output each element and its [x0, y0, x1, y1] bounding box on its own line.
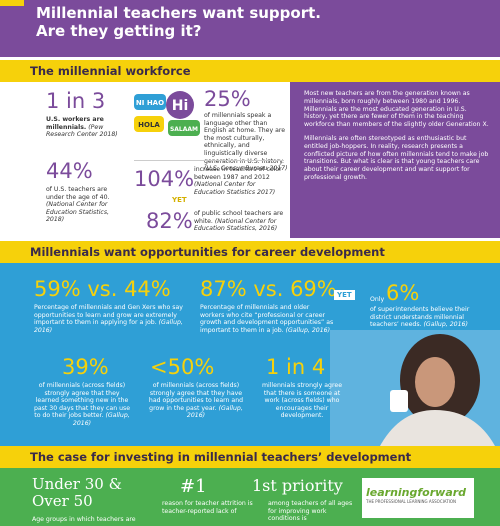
stat-number: 59% vs. 44%	[34, 277, 171, 301]
stat-text: millennials strongly agree that there is…	[261, 382, 343, 420]
stat-text: of millennials (across fields) strongly …	[32, 382, 132, 428]
stat-number: <50%	[150, 355, 215, 379]
stat-text: of superintendents believe their distric…	[370, 306, 480, 329]
logo-name: learningforward	[366, 486, 467, 499]
section-heading: The case for investing in millennial tea…	[0, 446, 500, 468]
source: (Gallup, 2016)	[34, 319, 183, 334]
text: of millennials (across fields) strongly …	[33, 382, 131, 420]
stat-number: 1 in 4	[266, 355, 326, 379]
source: (Gallup, 2016)	[285, 326, 330, 334]
source: (Gallup, 2016)	[186, 404, 243, 420]
stat-text: of millennials speak a language other th…	[204, 112, 290, 173]
bubble-text: HOLA	[138, 121, 160, 129]
text: U.S. workers are millennials.	[46, 116, 104, 131]
paragraph: Millennials are often stereotyped as ent…	[304, 134, 489, 181]
text: Percentage of millennials and older work…	[200, 304, 334, 334]
stat-text: among teachers of all ages for improving…	[268, 500, 353, 523]
divider	[134, 160, 284, 161]
logo-tagline: THE PROFESSIONAL LEARNING ASSOCIATION	[366, 499, 456, 504]
stat-number: 44%	[46, 159, 93, 183]
stat-number: 1st priority	[252, 476, 343, 495]
title-line: Millennial teachers want support.	[36, 4, 321, 22]
stat-text: U.S. workers are millennials. (Pew Resea…	[46, 116, 126, 139]
speech-bubbles: NI HAO Hi HOLA SALAAM	[134, 91, 200, 136]
stat-number: 6%	[386, 281, 420, 305]
text: of millennials (across fields) strongly …	[148, 382, 244, 412]
text: of millennials speak a language other th…	[204, 112, 286, 165]
stat-text: increase in teachers of color between 19…	[194, 166, 286, 196]
text: Percentage of millennials and Gen Xers w…	[34, 304, 183, 327]
text: of U.S. teachers are under the age of 40…	[46, 186, 110, 201]
header	[0, 0, 500, 57]
accent	[0, 0, 24, 6]
paragraph: Most new teachers are from the generatio…	[304, 90, 489, 129]
stat-number: 87% vs. 69%	[200, 277, 337, 301]
stat-text: of U.S. teachers are under the age of 40…	[46, 186, 126, 224]
bubble-text: NI HAO	[136, 99, 164, 107]
stat-number: Under 30 & Over 50	[32, 475, 122, 510]
bubble-text: Hi	[172, 98, 189, 114]
yet-label: YET	[334, 290, 355, 300]
source: (Gallup, 2016)	[72, 412, 130, 427]
stat-text: Age groups in which teachers are	[32, 516, 136, 523]
stat-text: Percentage of millennials and Gen Xers w…	[34, 304, 184, 334]
stat-number: 1 in 3	[46, 89, 106, 113]
source: (National Center for Education Statistic…	[194, 217, 278, 233]
logo: learningforward THE PROFESSIONAL LEARNIN…	[362, 478, 474, 518]
section-heading: The millennial workforce	[0, 60, 500, 82]
text: of superintendents believe their distric…	[370, 306, 470, 329]
source: (Gallup, 2016)	[423, 321, 468, 329]
bubble-text: SALAAM	[170, 126, 198, 133]
text: of public school teachers are white.	[194, 210, 284, 225]
text: increase in teachers of color between 19…	[194, 166, 282, 181]
section-heading: Millennials want opportunities for caree…	[0, 241, 500, 263]
intro-panel: Most new teachers are from the generatio…	[290, 82, 500, 238]
title-line: Are they getting it?	[36, 22, 202, 40]
yet-label: YET	[172, 196, 187, 204]
stat-number: 25%	[204, 87, 251, 111]
stat-number: #1	[180, 476, 207, 497]
stat-text: Percentage of millennials and older work…	[200, 304, 335, 334]
source: (U.S. Census Bureau 2017)	[204, 165, 288, 173]
stat-number: 39%	[62, 355, 109, 379]
stat-number: 104%	[134, 167, 195, 191]
title: Millennial teachers want support. Are th…	[36, 4, 321, 40]
source: (Pew Research Center 2018)	[46, 123, 118, 139]
stat-text: reason for teacher attrition is teacher-…	[162, 500, 253, 515]
stat-text: of public school teachers are white. (Na…	[194, 210, 286, 233]
photo	[330, 330, 500, 446]
stat-text: of millennials (across fields) strongly …	[146, 382, 246, 420]
only-label: Only	[370, 296, 385, 303]
stat-number: 82%	[146, 209, 193, 233]
source: (National Center for Education Statistic…	[194, 181, 276, 196]
source: (National Center for Education Statistic…	[46, 201, 110, 224]
